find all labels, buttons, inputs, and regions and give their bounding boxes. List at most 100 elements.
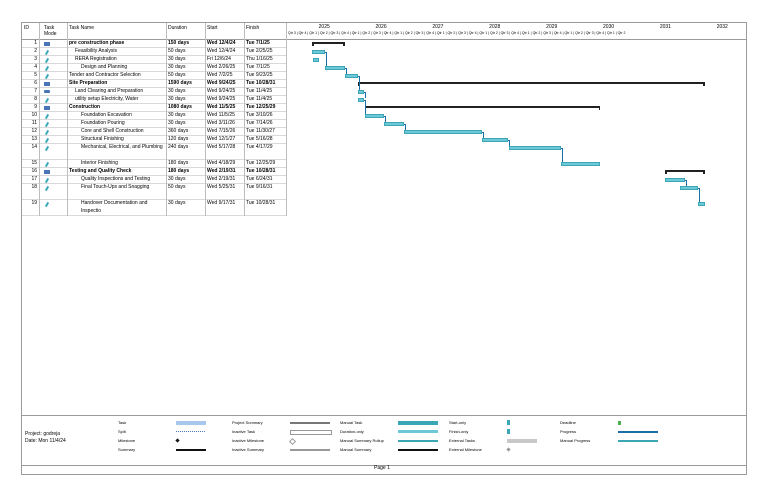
task-row[interactable]: 17 Quality Inspections and Testing 30 days…: [22, 176, 286, 184]
task-finish: Tue 3/10/26: [246, 112, 273, 118]
task-row[interactable]: 8 utility setup Electricity, Water 30 days…: [22, 96, 286, 104]
header-task-name: Task Name: [69, 25, 95, 31]
dependency-link: [482, 131, 485, 138]
year-label: 2025: [318, 24, 330, 30]
task-id: 8: [34, 96, 37, 102]
task-bar[interactable]: [665, 177, 685, 182]
task-row[interactable]: 14 Mechanical, Electrical, and Plumbing 24…: [22, 144, 286, 160]
legend-label: Finish-only: [449, 429, 469, 434]
auto-scheduled-task-icon: [44, 104, 54, 114]
task-name: Testing and Quality Check: [69, 168, 132, 174]
task-finish: Tue 10/28/31: [246, 200, 276, 206]
legend-label: Milestone: [118, 438, 136, 443]
task-row[interactable]: 7 Land Clearing and Preparation 30 days Wed…: [22, 88, 286, 96]
task-bar[interactable]: [560, 161, 600, 166]
task-row[interactable]: 13 Structural Finishing 120 days Wed 12/1/2…: [22, 136, 286, 144]
task-finish: Tue 7/14/26: [246, 120, 273, 126]
column-divider: [244, 23, 245, 216]
legend-swatch: [398, 439, 438, 442]
task-bar[interactable]: [312, 57, 319, 62]
header-finish: Finish: [246, 25, 260, 31]
column-divider: [39, 23, 40, 216]
task-row[interactable]: 15 Interior Finishing 180 days Wed 4/18/29 T…: [22, 160, 286, 168]
year-label: 2026: [375, 24, 387, 30]
column-divider: [286, 23, 287, 216]
task-finish: Tue 11/4/25: [246, 88, 273, 94]
task-row[interactable]: 1 pre construction phase 150 days Wed 12/4/…: [22, 40, 286, 48]
task-bar[interactable]: [698, 201, 705, 206]
task-id: 12: [31, 128, 37, 134]
legend-swatch: [176, 420, 206, 425]
task-bar[interactable]: [312, 49, 326, 54]
task-finish: Tue 12/25/29: [246, 160, 276, 166]
legend-label: Inactive Summary: [232, 447, 265, 452]
task-row[interactable]: 9 Construction 1080 days Wed 11/5/25 Tue 12/…: [22, 104, 286, 112]
task-duration: 30 days: [168, 64, 186, 70]
dependency-link: [325, 51, 328, 66]
summary-bar[interactable]: [312, 42, 345, 46]
task-duration: 30 days: [168, 112, 186, 118]
legend-swatch: [398, 420, 438, 425]
legend-swatch: [507, 420, 510, 425]
task-row[interactable]: 4 Design and Planning 30 days Wed 2/26/25 Tu…: [22, 64, 286, 72]
task-row[interactable]: 3 RERA Registration 30 days Fri 12/6/24 Thu …: [22, 56, 286, 64]
task-id: 10: [31, 112, 37, 118]
task-row[interactable]: 5 Tender and Contractor Selection 50 days W…: [22, 72, 286, 80]
task-bar[interactable]: [508, 145, 561, 150]
summary-bar[interactable]: [364, 106, 601, 110]
task-bar[interactable]: [344, 73, 358, 78]
task-row[interactable]: 16 Testing and Quality Check 180 days Wed 2…: [22, 168, 286, 176]
task-start: Wed 9/17/31: [207, 200, 236, 206]
task-row[interactable]: 6 Site Preparation 1590 days Wed 9/24/25 Tue…: [22, 80, 286, 88]
task-finish: Tue 2/25/25: [246, 48, 273, 54]
summary-bar[interactable]: [358, 82, 706, 86]
year-label: 2031: [659, 24, 671, 30]
gantt-print-page: ID Task Mode Task Name Duration Start Fi…: [21, 22, 747, 475]
task-duration: 30 days: [168, 120, 186, 126]
task-id: 6: [34, 80, 37, 86]
task-start: Wed 7/2/25: [207, 72, 233, 78]
task-start: Wed 3/11/26: [207, 120, 235, 126]
task-finish: Tue 5/16/28: [246, 136, 273, 142]
column-divider: [67, 23, 68, 216]
task-row[interactable]: 10 Foundation Excavation 30 days Wed 11/5/2…: [22, 112, 286, 120]
auto-scheduled-task-icon: [44, 88, 54, 97]
dependency-link: [698, 187, 701, 202]
legend-swatch: [398, 448, 438, 451]
task-row[interactable]: 12 Core and Shell Construction 360 days Wed…: [22, 128, 286, 136]
task-start: Wed 9/24/25: [207, 96, 236, 102]
task-bar[interactable]: [358, 89, 365, 94]
dependency-link: [357, 75, 360, 90]
year-label: 2032: [716, 24, 728, 30]
task-bar[interactable]: [403, 129, 483, 134]
task-bar[interactable]: [482, 137, 509, 142]
task-duration: 30 days: [168, 96, 186, 102]
header-task-mode: Task Mode: [44, 25, 57, 37]
legend-swatch: [176, 431, 206, 432]
summary-bar[interactable]: [665, 170, 705, 174]
task-name: Construction: [69, 104, 101, 110]
task-bar[interactable]: [364, 113, 385, 118]
task-bar[interactable]: [325, 65, 345, 70]
task-row[interactable]: 11 Foundation Pouring 30 days Wed 3/11/26 Tu…: [22, 120, 286, 128]
task-row[interactable]: 18 Final Touch-Ups and Snagging 50 days Wed…: [22, 184, 286, 200]
manual-task-pin-icon: [44, 184, 54, 195]
task-finish: Tue 7/1/25: [246, 40, 270, 46]
task-bar[interactable]: [384, 121, 404, 126]
task-duration: 30 days: [168, 88, 186, 94]
year-label: 2029: [546, 24, 558, 30]
task-name: utility setup Electricity, Water: [75, 96, 139, 102]
task-row[interactable]: 2 Feasibility Analysis 50 days Wed 12/4/24 T…: [22, 48, 286, 56]
task-finish: Tue 11/4/25: [246, 96, 273, 102]
legend-label: Summary: [118, 447, 136, 452]
task-id: 5: [34, 72, 37, 78]
task-duration: 1080 days: [168, 104, 192, 110]
task-bar[interactable]: [358, 97, 365, 102]
task-id: 19: [31, 200, 37, 206]
task-bar[interactable]: [680, 185, 699, 190]
task-finish: Tue 6/24/31: [246, 176, 273, 182]
legend-swatch: [176, 448, 206, 451]
task-row[interactable]: 19 Handover Documentation and Inspectio 30…: [22, 200, 286, 216]
task-duration: 50 days: [168, 72, 186, 78]
task-start: Wed 12/4/24: [207, 48, 236, 54]
